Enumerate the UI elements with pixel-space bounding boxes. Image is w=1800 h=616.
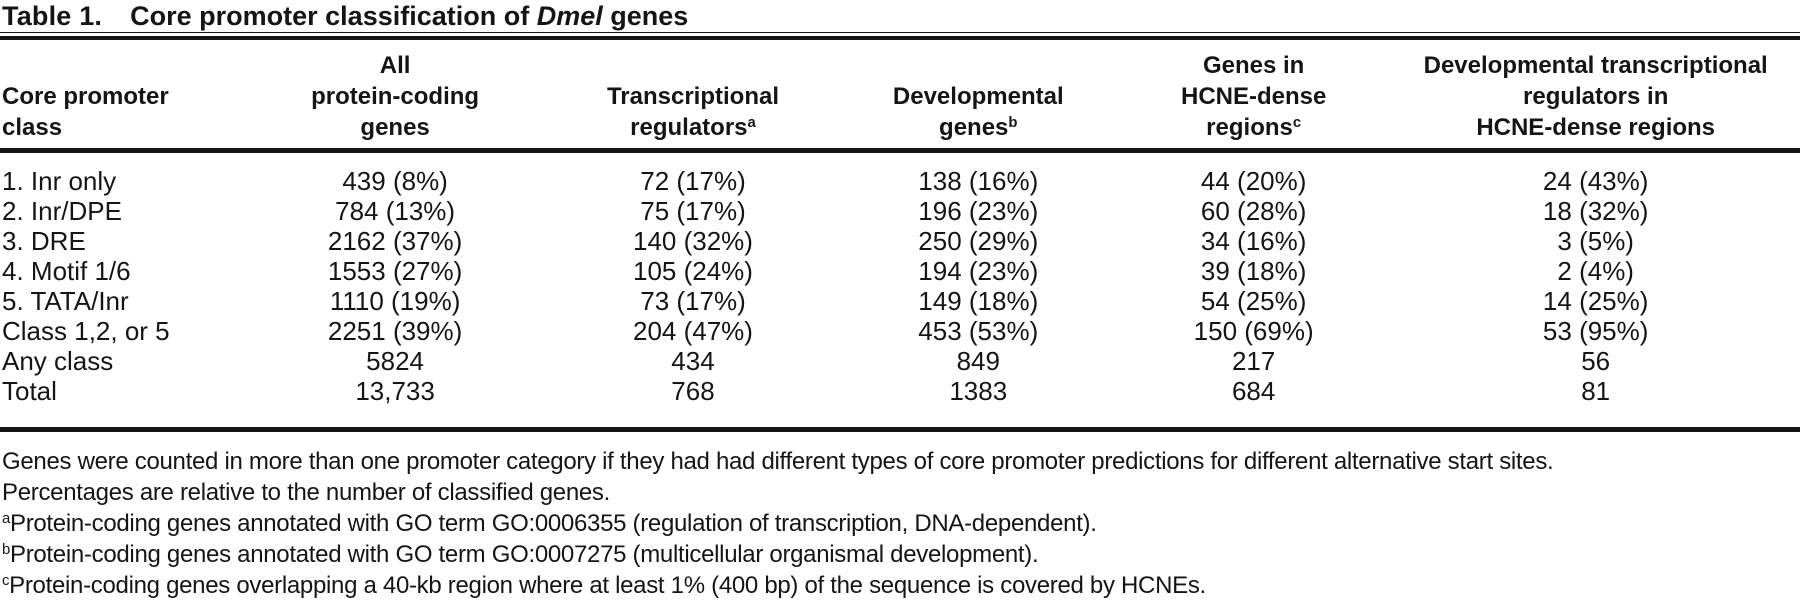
table-caption: Table 1. Core promoter classification of … — [0, 2, 1800, 30]
table-row: Total 13,733 768 1383 684 81 — [0, 376, 1800, 406]
table-footnotes: Genes were counted in more than one prom… — [0, 446, 1800, 601]
row-class-label: 3. DRE — [2, 226, 86, 256]
column-header-transcriptional-regulators: Transcriptional regulatorsa — [545, 40, 841, 153]
cell-transcriptional-regulators: 73 (17%) — [640, 286, 746, 316]
table-title-species: Dmel — [536, 1, 603, 31]
cell-dev-regulators-hcne: 2 (4%) — [1557, 256, 1634, 286]
table-row: 2. Inr/DPE 784 (13%) 75 (17%) 196 (23%) … — [0, 196, 1800, 226]
footnote-marker-a: a — [747, 114, 756, 131]
cell-developmental-genes: 138 (16%) — [918, 166, 1039, 196]
cell-developmental-genes: 453 (53%) — [918, 316, 1039, 346]
table-row: 3. DRE 2162 (37%) 140 (32%) 250 (29%) 34… — [0, 226, 1800, 256]
cell-developmental-genes: 1383 — [949, 376, 1008, 406]
row-class-label: 4. Motif 1/6 — [2, 256, 131, 286]
footnote-c-text: Protein-coding genes overlapping a 40-kb… — [9, 572, 1206, 599]
cell-dev-regulators-hcne: 56 — [1581, 346, 1611, 376]
cell-dev-regulators-hcne: 81 — [1581, 376, 1611, 406]
footnote-a-marker: a — [2, 510, 10, 527]
cell-all-genes: 13,733 — [355, 376, 435, 406]
footnote-general-line1: Genes were counted in more than one prom… — [2, 448, 1554, 475]
cell-all-genes: 1553 (27%) — [327, 256, 463, 286]
column-header-all-protein-coding-genes: All protein-coding genes — [244, 40, 546, 153]
table-row: 5. TATA/Inr 1110 (19%) 73 (17%) 149 (18%… — [0, 286, 1800, 316]
column-header-genes-in-hcne-dense-regions: Genes in HCNE-dense regionsc — [1115, 40, 1392, 153]
cell-transcriptional-regulators: 434 — [671, 346, 715, 376]
cell-hcne-dense-genes: 54 (25%) — [1200, 286, 1307, 316]
cell-hcne-dense-genes: 60 (28%) — [1200, 196, 1307, 226]
table-bottom-divider — [0, 427, 1800, 432]
cell-all-genes: 1110 (19%) — [329, 286, 461, 316]
footnote-c: cProtein-coding genes overlapping a 40-k… — [2, 570, 1800, 601]
table-title-prefix: Core promoter classification of — [130, 1, 537, 31]
column-header-core-promoter-class: Core promoter class — [0, 40, 245, 153]
cell-transcriptional-regulators: 75 (17%) — [640, 196, 746, 226]
row-class-label: Class 1,2, or 5 — [2, 316, 170, 346]
cell-hcne-dense-genes: 34 (16%) — [1200, 226, 1307, 256]
table-title-suffix: genes — [602, 1, 689, 31]
table-row: Any class 5824 434 849 217 56 — [0, 346, 1800, 376]
row-class-label: 1. Inr only — [2, 166, 117, 196]
core-promoter-table: Core promoter class All protein-coding g… — [0, 40, 1800, 406]
cell-developmental-genes: 849 — [956, 346, 1000, 376]
cell-developmental-genes: 196 (23%) — [918, 196, 1039, 226]
cell-hcne-dense-genes: 39 (18%) — [1200, 256, 1307, 286]
cell-all-genes: 2162 (37%) — [327, 226, 463, 256]
footnote-marker-c: c — [1292, 114, 1302, 131]
caption-divider-thin — [0, 32, 1800, 33]
footnote-a: aProtein-coding genes annotated with GO … — [2, 508, 1800, 539]
cell-hcne-dense-genes: 44 (20%) — [1200, 166, 1307, 196]
cell-transcriptional-regulators: 768 — [671, 376, 715, 406]
cell-dev-regulators-hcne: 18 (32%) — [1542, 196, 1649, 226]
footnote-marker-b: b — [1008, 114, 1018, 131]
cell-dev-regulators-hcne: 24 (43%) — [1542, 166, 1649, 196]
cell-developmental-genes: 149 (18%) — [918, 286, 1039, 316]
row-class-label: Any class — [2, 346, 114, 376]
cell-dev-regulators-hcne: 3 (5%) — [1557, 226, 1634, 256]
cell-all-genes: 439 (8%) — [342, 166, 448, 196]
cell-transcriptional-regulators: 140 (32%) — [633, 226, 753, 256]
cell-developmental-genes: 194 (23%) — [918, 256, 1039, 286]
cell-all-genes: 5824 — [366, 346, 425, 376]
cell-hcne-dense-genes: 217 — [1231, 346, 1276, 376]
column-header-dev-transcriptional-regulators-hcne: Developmental transcriptional regulators… — [1391, 40, 1800, 153]
footnote-b: bProtein-coding genes annotated with GO … — [2, 539, 1800, 570]
cell-transcriptional-regulators: 72 (17%) — [640, 166, 746, 196]
table-row: Class 1,2, or 5 2251 (39%) 204 (47%) 453… — [0, 316, 1800, 346]
table-header: Core promoter class All protein-coding g… — [0, 40, 1800, 153]
row-class-label: 2. Inr/DPE — [2, 196, 122, 226]
row-class-label: 5. TATA/Inr — [2, 286, 129, 316]
table-body: 1. Inr only 439 (8%) 72 (17%) 138 (16%) … — [0, 151, 1800, 406]
footnote-b-marker: b — [2, 541, 10, 558]
cell-all-genes: 2251 (39%) — [327, 316, 463, 346]
cell-dev-regulators-hcne: 14 (25%) — [1542, 286, 1649, 316]
footnote-c-marker: c — [2, 572, 10, 589]
table-row: 1. Inr only 439 (8%) 72 (17%) 138 (16%) … — [0, 151, 1800, 197]
column-header-developmental-genes: Developmental genesb — [840, 40, 1116, 153]
cell-transcriptional-regulators: 204 (47%) — [633, 316, 753, 346]
table-label: Table 1. — [2, 1, 103, 31]
cell-dev-regulators-hcne: 53 (95%) — [1542, 316, 1649, 346]
cell-all-genes: 784 (13%) — [335, 196, 456, 226]
caption-divider-heavy — [0, 36, 1800, 40]
cell-hcne-dense-genes: 150 (69%) — [1193, 316, 1314, 346]
row-class-label: Total — [2, 376, 57, 406]
cell-hcne-dense-genes: 684 — [1231, 376, 1276, 406]
cell-transcriptional-regulators: 105 (24%) — [633, 256, 753, 286]
footnote-general-line2: Percentages are relative to the number o… — [2, 479, 610, 506]
footnote-b-text: Protein-coding genes annotated with GO t… — [9, 541, 1039, 568]
footnote-a-text: Protein-coding genes annotated with GO t… — [9, 510, 1097, 537]
table-row: 4. Motif 1/6 1553 (27%) 105 (24%) 194 (2… — [0, 256, 1800, 286]
cell-developmental-genes: 250 (29%) — [918, 226, 1039, 256]
